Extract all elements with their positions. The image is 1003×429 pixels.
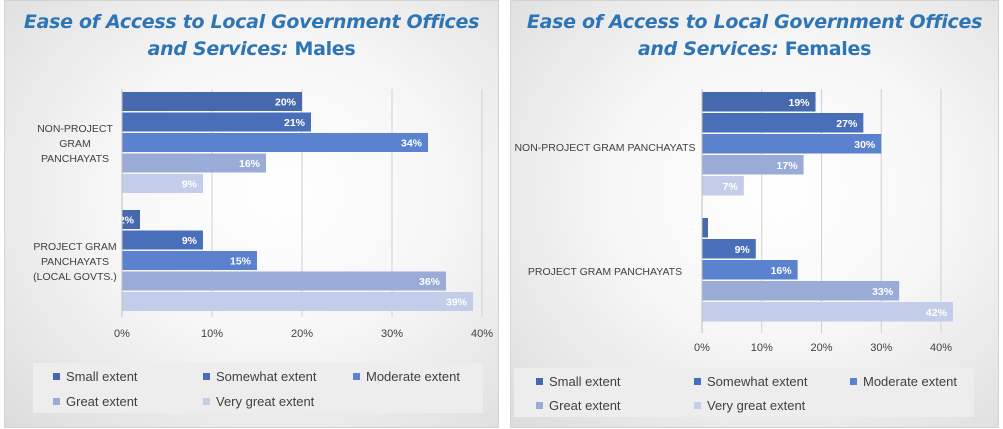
x-tick-label: 0% [114,328,130,340]
data-label: 9% [735,244,751,256]
x-tick-label: 10% [751,342,773,354]
data-label: 9% [182,235,198,247]
bar [122,210,140,229]
legend-item: Very great extent [694,398,805,413]
bar [702,260,798,280]
data-label: 21% [284,117,306,129]
data-label: 20% [275,97,297,109]
data-label: 16% [771,265,793,277]
x-tick-label: 40% [930,342,952,354]
bar [702,176,744,196]
chart-panel-females: Ease of Access to Local Government Offic… [510,0,999,428]
legend-item: Moderate extent [850,374,957,389]
legend-swatch [536,402,543,409]
legend-label: Somewhat extent [216,369,317,384]
x-tick-label: 40% [471,328,493,340]
legend-item: Great extent [536,398,621,413]
legend-item: Moderate extent [353,369,460,384]
legend-item: Great extent [53,394,138,409]
bar [702,155,804,175]
legend-item: Small extent [53,369,138,384]
legend-label: Great extent [549,398,621,413]
x-tick-label: 30% [870,342,892,354]
chart-title-line2: and Services: Females [637,38,872,60]
legend-label: Moderate extent [863,374,957,389]
legend-label: Small extent [66,369,138,384]
data-label: 19% [789,97,811,109]
legend-swatch [203,398,210,405]
chart-title-line2: and Services: Males [147,38,356,60]
data-label: 15% [230,256,252,268]
data-label: 16% [239,158,261,170]
legend-item: Very great extent [203,394,314,409]
data-label: 7% [723,181,739,193]
legend-label: Great extent [66,394,138,409]
x-tick-label: 30% [381,328,403,340]
legend-swatch [353,373,360,380]
legend-swatch [53,398,60,405]
chart-title-line1: Ease of Access to Local Government Offic… [526,11,983,33]
data-label: 34% [401,138,423,150]
data-label: 27% [836,118,858,130]
legend-label: Very great extent [216,394,315,409]
legend-label: Moderate extent [366,369,460,384]
bar [122,230,203,250]
legend-item: Somewhat extent [694,374,807,389]
chart-title: Ease of Access to Local Government Offic… [5,9,498,63]
x-tick-label: 10% [201,328,223,340]
legend-item: Somewhat extent [203,369,316,384]
data-label: 36% [419,276,441,288]
data-label: 39% [446,297,468,309]
chart-panel-males: Ease of Access to Local Government Offic… [4,0,499,428]
data-label: 42% [926,307,948,319]
legend-label: Somewhat extent [707,374,808,389]
legend-item: Small extent [536,374,621,389]
bar [122,112,311,132]
bar [122,271,446,291]
legend-label: Small extent [549,374,621,389]
bar [702,281,900,301]
bar-plot-females: 0% 10% 20% 30% 40% 19% 27% 30% 17% 7% NON-PROJECT … [514,89,953,354]
bar [122,292,473,311]
category-label: PROJECT GRAM PANCHAYATS [528,266,682,278]
bar [122,92,302,111]
legend-label: Very great extent [707,398,806,413]
bar [702,113,864,133]
legend-swatch [203,373,210,380]
legend-swatch [694,378,701,385]
x-tick-label: 0% [694,342,710,354]
x-tick-label: 20% [810,342,832,354]
data-label: 1% [687,223,703,235]
data-label: 30% [854,139,876,151]
legend-females: Small extent Somewhat extent Moderate exte… [514,368,974,417]
bar [702,302,953,322]
data-label: 9% [182,179,198,191]
x-tick-label: 20% [291,328,313,340]
legend-swatch [536,378,543,385]
bar [122,251,257,270]
legend-swatch [694,402,701,409]
bar [702,92,816,112]
category-label: NON-PROJECT GRAM PANCHAYATS [514,142,695,154]
data-label: 2% [119,215,135,227]
category-label: NON-PROJECT GRAM PANCHAYATS [37,123,113,165]
chart-title-line1: Ease of Access to Local Government Offic… [23,11,480,33]
data-label: 17% [777,160,799,172]
bar [122,153,266,173]
legend-swatch [850,378,857,385]
category-label: PROJECT GRAM PANCHAYATS (LOCAL GOVTS.) [33,241,117,283]
bar [702,239,756,259]
bar [702,134,882,154]
bar-plot-males: 0% 10% 20% 30% 40% 20% 21% 34% 16% 9% NON-PROJECT G… [33,89,493,340]
bar [122,133,428,152]
legend-swatch [53,373,60,380]
chart-title: Ease of Access to Local Government Offic… [511,9,998,63]
bar [702,218,708,238]
bar [122,174,203,193]
legend-males: Small extent Somewhat extent Moderate exte… [33,363,483,413]
data-label: 33% [872,286,894,298]
